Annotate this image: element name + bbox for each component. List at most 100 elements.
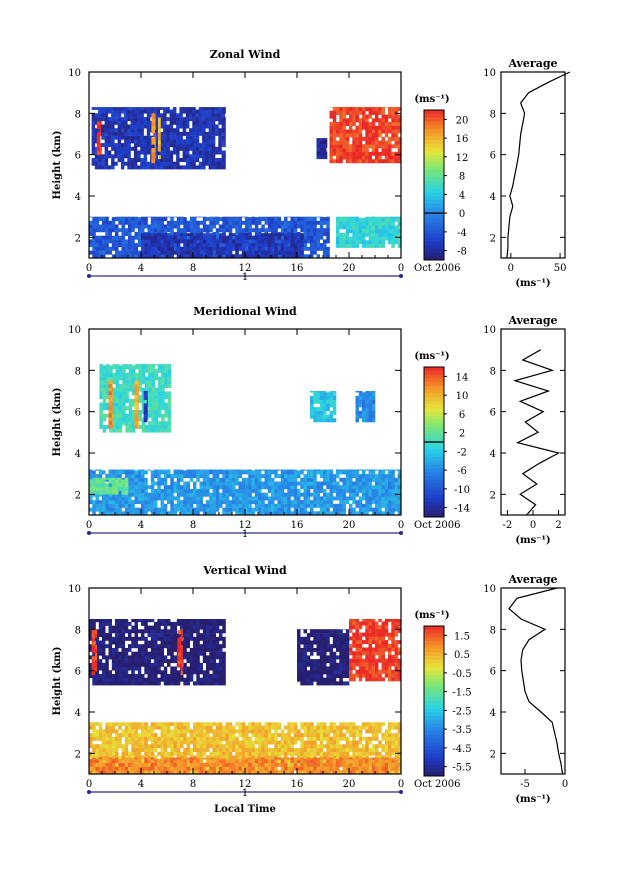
heatmap-cell <box>193 224 197 229</box>
heatmap-cell <box>185 150 190 155</box>
heatmap-cell <box>144 485 148 490</box>
heatmap-cell <box>192 139 196 144</box>
heatmap-cell <box>375 217 379 222</box>
heatmap-cell <box>349 148 353 153</box>
heatmap-cell <box>368 159 372 164</box>
heatmap-cell <box>245 216 249 218</box>
heatmap-cell <box>98 486 103 491</box>
heatmap-cell <box>146 143 151 148</box>
heatmap-cell <box>293 500 298 505</box>
heatmap-cell <box>157 369 162 374</box>
heatmap-cell <box>102 243 106 248</box>
heatmap-cell <box>209 621 213 626</box>
heatmap-cell <box>332 410 337 415</box>
heatmap-cell <box>141 233 145 236</box>
heatmap-cell <box>146 135 151 140</box>
heatmap-cell <box>112 413 116 418</box>
heatmap-cell <box>92 479 96 484</box>
heatmap-cell <box>146 403 148 408</box>
heatmap-cell <box>104 161 109 166</box>
heatmap-cell <box>131 655 135 660</box>
heatmap-cell <box>323 418 327 423</box>
heatmap-cell <box>238 469 242 471</box>
heatmap-cell <box>362 485 366 490</box>
heatmap-cell <box>146 150 151 155</box>
heatmap-cell <box>102 629 106 634</box>
heatmap-cell <box>300 233 304 236</box>
heatmap-cell <box>316 500 320 505</box>
heatmap-cell <box>144 619 148 623</box>
average-profile-line <box>506 71 571 259</box>
heatmap-cell <box>235 496 239 501</box>
heatmap-cell <box>91 659 96 664</box>
heatmap-cell <box>130 131 135 136</box>
heatmap-cell <box>345 118 350 123</box>
heatmap-cell <box>124 629 129 634</box>
heatmap-cell <box>196 254 200 259</box>
heatmap-cell <box>198 117 203 122</box>
heatmap-cell <box>219 621 223 626</box>
heatmap-cell <box>163 135 167 140</box>
heatmap-cell <box>326 235 330 240</box>
heatmap-cell <box>192 109 196 114</box>
heatmap-cell <box>224 135 226 140</box>
heatmap-cell <box>384 221 389 226</box>
heatmap-cell <box>228 500 233 505</box>
heatmap-cell <box>306 232 311 236</box>
heatmap-cell <box>378 240 382 245</box>
heatmap-cell <box>232 477 236 482</box>
heatmap-cell <box>98 633 103 638</box>
heatmap-cell <box>138 369 142 374</box>
heatmap-cell <box>196 666 200 671</box>
heatmap-cell <box>313 481 317 486</box>
heatmap-cell <box>202 117 206 122</box>
heatmap-cell <box>177 659 181 664</box>
heatmap-cell <box>118 644 122 649</box>
heatmap-cell <box>134 409 138 414</box>
heatmap-cell <box>151 424 155 429</box>
heatmap-cell <box>224 165 226 170</box>
heatmap-cell <box>196 228 200 233</box>
heatmap-cell <box>241 496 246 501</box>
heatmap-cell <box>92 651 96 656</box>
heatmap-cell <box>121 483 125 488</box>
heatmap-cell <box>173 243 177 248</box>
heatmap-cell <box>98 254 103 259</box>
heatmap-cell <box>108 655 112 660</box>
heatmap-cell <box>306 239 311 244</box>
heatmap-cell <box>118 216 122 218</box>
heatmap-cell <box>173 474 177 479</box>
heatmap-cell <box>323 399 327 404</box>
heatmap-cell <box>148 421 152 426</box>
heatmap-cell <box>134 485 138 490</box>
heatmap-cell <box>95 254 99 259</box>
heatmap-cell <box>161 424 165 429</box>
heatmap-cell <box>397 155 402 160</box>
heatmap-cell <box>157 481 161 486</box>
heatmap-cell <box>186 243 190 248</box>
heatmap-cell <box>293 243 298 248</box>
heatmap-cell <box>124 621 129 626</box>
heatmap-cell <box>146 396 148 400</box>
heatmap-cell <box>160 216 164 218</box>
heatmap-cell <box>198 128 203 133</box>
heatmap-cell <box>362 414 366 419</box>
colorbar-band <box>424 483 444 488</box>
heatmap-cell <box>146 161 151 166</box>
heatmap-cell <box>300 228 304 233</box>
heatmap-cell <box>329 129 333 134</box>
heatmap-cell <box>163 655 168 660</box>
heatmap-cell <box>180 220 184 225</box>
x-tick-label: 12 <box>239 520 252 531</box>
heatmap-cell <box>105 666 109 671</box>
heatmap-cell <box>98 619 103 623</box>
heatmap-cell <box>193 500 197 505</box>
heatmap-cell <box>306 235 311 240</box>
heatmap-cell <box>215 640 220 645</box>
heatmap-cell <box>238 481 242 486</box>
heatmap-cell <box>202 120 206 125</box>
heatmap-cell <box>146 407 148 412</box>
heatmap-cell <box>381 225 385 230</box>
heatmap-cell <box>118 633 122 638</box>
heatmap-cell <box>121 625 125 630</box>
